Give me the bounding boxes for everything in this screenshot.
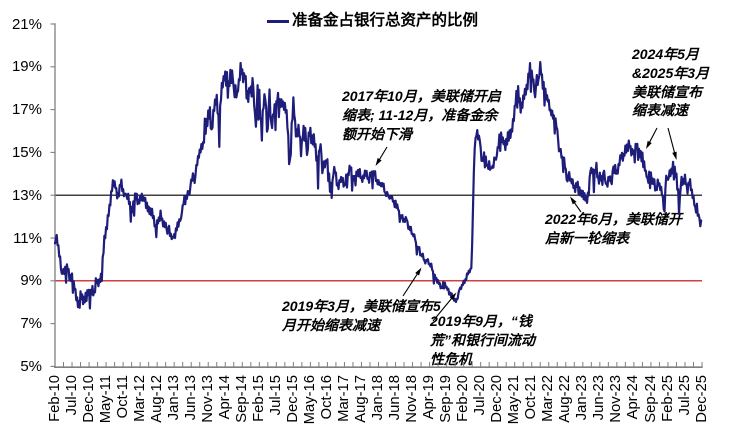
ann-2019mar-line: 2019年3月，美联储宣布5 bbox=[282, 298, 441, 314]
x-axis-tick-label: Jun-18 bbox=[387, 375, 404, 421]
y-axis-tick-label: 7% bbox=[20, 315, 42, 333]
ann-2024-arrow-line bbox=[667, 127, 676, 155]
ann-2024-arrow-line bbox=[648, 127, 658, 144]
x-axis-tick-label: Feb-25 bbox=[659, 375, 676, 422]
ann-2017-line: 额开始下滑 bbox=[342, 125, 412, 142]
y-axis-tick-label: 19% bbox=[11, 58, 42, 76]
legend-label: 准备金占银行总资产的比例 bbox=[292, 12, 479, 29]
ann-2022-line: 2022年6月，美联储开 bbox=[545, 211, 682, 227]
y-axis-tick-label: 15% bbox=[11, 143, 42, 161]
x-axis-tick-label: May-11 bbox=[97, 375, 114, 424]
ann-2017-arrow-head bbox=[375, 157, 382, 166]
ann-2019sep-arrow-head bbox=[449, 292, 457, 301]
ann-2019sep-line: 2019年9月，“钱 bbox=[430, 313, 532, 329]
x-axis-tick-label: Jun-13 bbox=[182, 375, 199, 421]
ann-2024-arrow-head bbox=[672, 151, 677, 160]
x-axis-tick-label: May-21 bbox=[506, 375, 523, 425]
ann-2019mar-line: 月开始缩表减速 bbox=[282, 316, 380, 333]
x-axis-tick-label: Sep-14 bbox=[233, 375, 250, 423]
y-axis-tick-label: 11% bbox=[13, 229, 42, 247]
x-axis-tick-label: May-16 bbox=[301, 375, 318, 425]
x-axis-tick-label: Oct-11 bbox=[114, 375, 131, 419]
x-axis-tick-label: Aug-22 bbox=[557, 375, 574, 423]
ann-2024-line: 缩表减速 bbox=[632, 102, 688, 119]
x-axis-tick-label: Apr-14 bbox=[216, 375, 233, 420]
ann-2022-line: 启新一轮缩表 bbox=[545, 229, 629, 246]
x-axis-tick-label: Oct-16 bbox=[319, 375, 336, 420]
y-axis-tick-label: 9% bbox=[20, 272, 42, 290]
ann-2019mar-arrow-head bbox=[415, 267, 422, 276]
x-axis-tick-label: Sep-24 bbox=[642, 375, 659, 423]
ann-2022: 2022年6月，美联储开 启新一轮缩表 bbox=[545, 210, 682, 248]
x-axis-tick-label: Feb-10 bbox=[46, 375, 63, 422]
x-axis-tick-label: Aug-17 bbox=[353, 375, 370, 423]
x-axis-tick-label: Oct-21 bbox=[523, 375, 540, 420]
x-axis-tick-label: Sep-19 bbox=[438, 375, 455, 423]
ann-2019mar: 2019年3月，美联储宣布5 月开始缩表减速 bbox=[282, 297, 441, 335]
y-axis-tick-label: 21% bbox=[11, 15, 42, 33]
x-axis-tick-label: Dec-10 bbox=[80, 375, 97, 423]
x-axis-tick-label: Jan-23 bbox=[574, 375, 591, 421]
legend-line-marker bbox=[267, 19, 289, 23]
ann-2022-arrow-head bbox=[570, 196, 577, 205]
x-axis-tick-label: Jul-15 bbox=[267, 375, 284, 416]
x-axis-tick-label: Mar-17 bbox=[336, 375, 353, 422]
x-axis-tick-label: Mar-22 bbox=[540, 375, 557, 422]
y-axis-tick-label: 5% bbox=[20, 357, 42, 375]
x-axis-tick-label: Aug-12 bbox=[148, 375, 165, 423]
x-axis-tick-label: Jul-25 bbox=[676, 375, 693, 416]
x-axis-tick-label: Dec-25 bbox=[693, 375, 710, 423]
x-axis-tick-label: Jul-10 bbox=[63, 375, 80, 416]
ann-2024-line: 2024年5月 bbox=[632, 46, 699, 62]
x-axis-tick-label: Feb-20 bbox=[455, 375, 472, 422]
y-axis-tick-label: 17% bbox=[11, 101, 42, 119]
x-axis-tick-label: Apr-24 bbox=[625, 375, 642, 420]
ann-2024-line: &2025年3月 bbox=[632, 64, 710, 81]
x-axis-tick-label: Feb-15 bbox=[250, 375, 267, 422]
x-axis-tick-label: Dec-20 bbox=[489, 375, 506, 423]
x-axis-tick-label: Jul-20 bbox=[472, 375, 489, 416]
x-axis-tick-label: Jun-23 bbox=[591, 375, 608, 421]
x-axis-tick-label: Nov-23 bbox=[608, 375, 625, 423]
ann-2017: 2017年10月，美联储开启 缩表; 11-12月，准备金余 额开始下滑 bbox=[342, 87, 501, 143]
ann-2017-line: 缩表; 11-12月，准备金余 bbox=[342, 106, 498, 123]
x-axis-tick-label: Apr-19 bbox=[421, 375, 438, 420]
ann-2019mar-arrow-line bbox=[402, 272, 419, 297]
ann-2024-line: 美联储宣布 bbox=[632, 83, 702, 100]
ann-2019sep-line: 性危机 bbox=[430, 350, 472, 367]
ann-2017-line: 2017年10月，美联储开启 bbox=[342, 88, 501, 104]
x-axis-tick-label: Nov-18 bbox=[404, 375, 421, 423]
x-axis-tick-label: Jan-13 bbox=[165, 375, 182, 421]
y-axis-tick-label: 13% bbox=[11, 186, 42, 204]
x-axis-tick-label: Nov-13 bbox=[199, 375, 216, 423]
ann-2024: 2024年5月 &2025年3月 美联储宣布缩表减速 bbox=[632, 45, 709, 120]
ann-2019sep: 2019年9月，“钱 荒”和银行间流动 性危机 bbox=[430, 312, 535, 368]
ann-2024-arrow-head bbox=[646, 140, 652, 149]
x-axis-tick-label: Dec-15 bbox=[284, 375, 301, 423]
chart-legend: 准备金占银行总资产的比例 bbox=[267, 12, 478, 31]
x-axis-tick-label: Mar-12 bbox=[131, 375, 148, 422]
x-axis-tick-label: Jan-18 bbox=[370, 375, 387, 421]
ann-2017-arrow-line bbox=[378, 146, 388, 162]
ann-2019sep-line: 荒”和银行间流动 bbox=[430, 331, 535, 348]
